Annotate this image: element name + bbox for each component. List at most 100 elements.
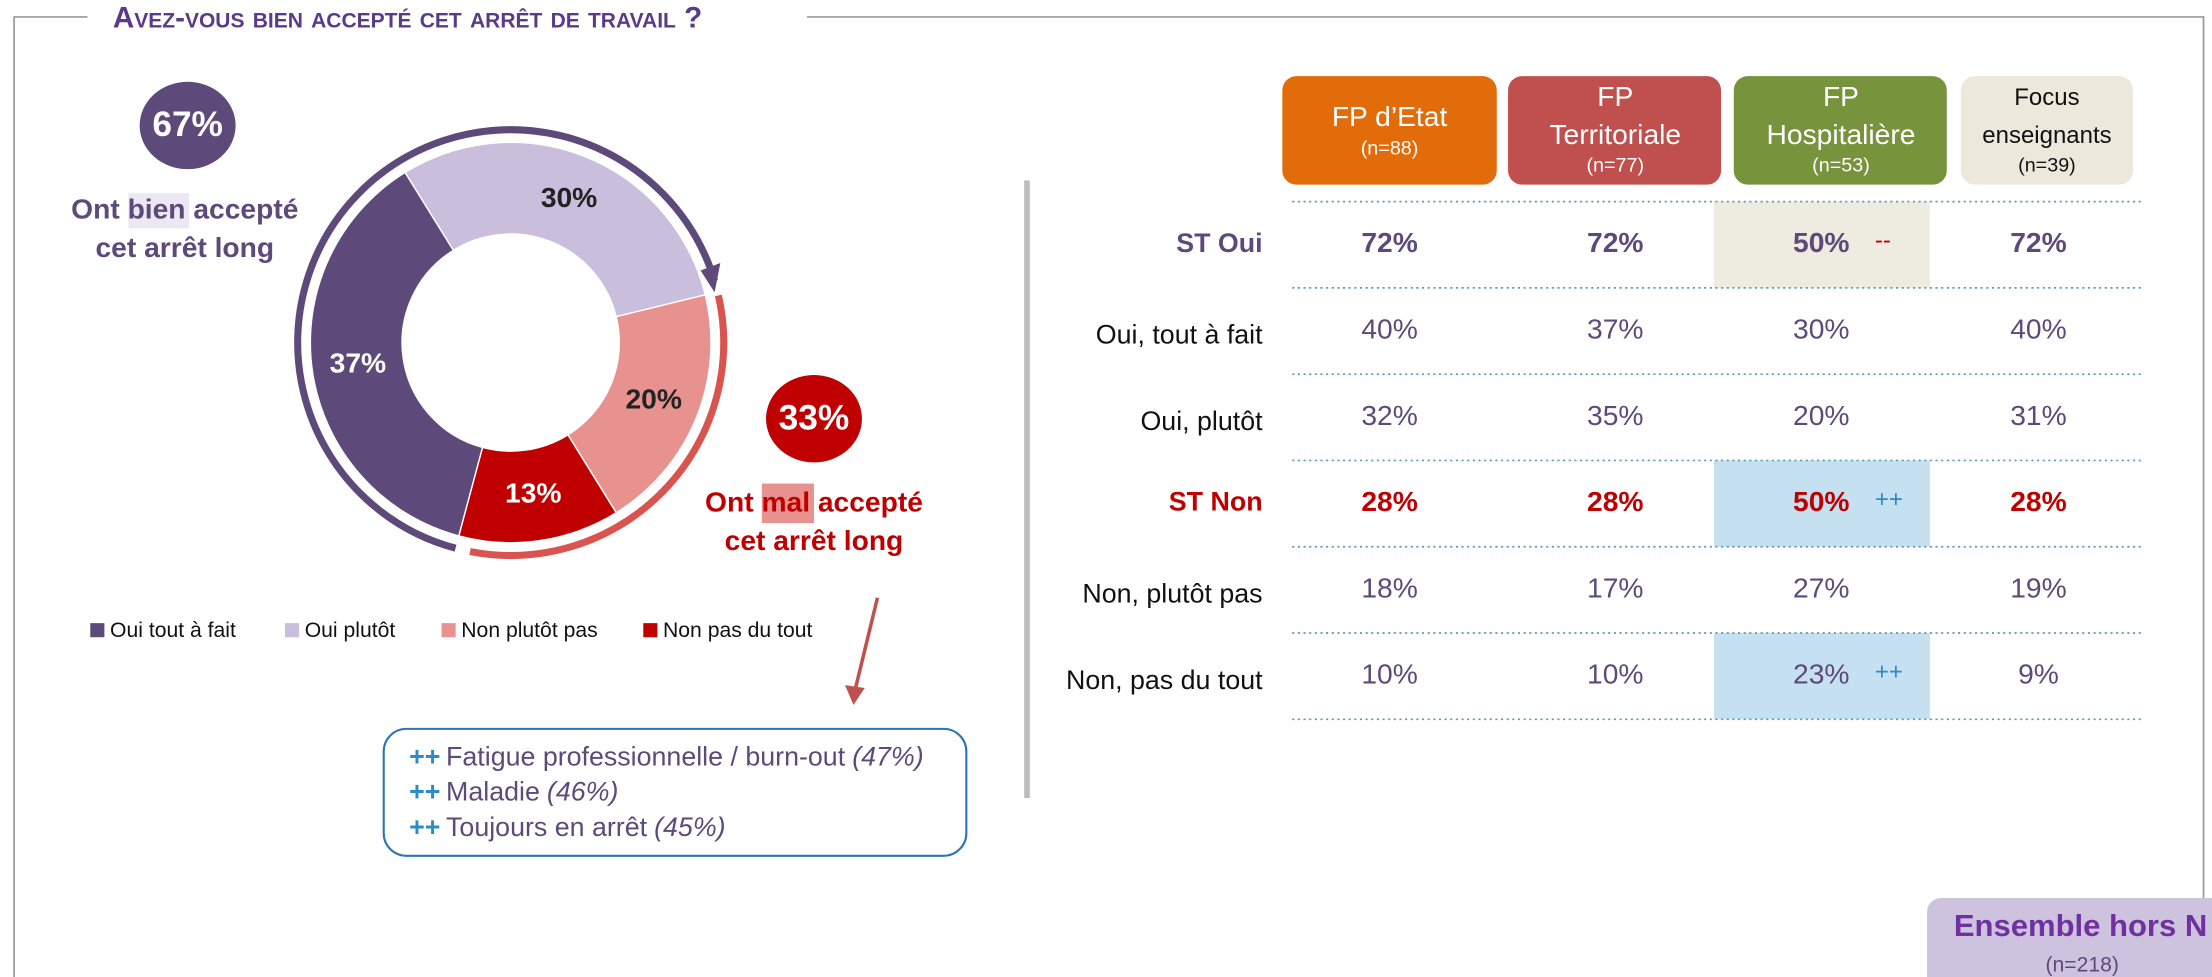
column-n: (n=77) — [1586, 155, 1644, 177]
cell: 50% — [1793, 226, 1849, 258]
cell: 72% — [1587, 226, 1643, 258]
arrow-head — [845, 685, 865, 705]
row-label: Oui, tout à fait — [1096, 320, 1263, 350]
cell: 9% — [2018, 658, 2059, 690]
cell: 27% — [1793, 571, 1849, 603]
legend-label: Non pas du tout — [663, 619, 812, 642]
highlight-cell — [1714, 460, 1930, 547]
column-name: enseignants — [1982, 122, 2111, 149]
cell: 18% — [1361, 571, 1417, 603]
cell: 32% — [1361, 399, 1417, 431]
cell: 17% — [1587, 571, 1643, 603]
callout-text: Toujours en arrêt — [446, 812, 648, 842]
column-name: Territoriale — [1549, 118, 1681, 150]
summary-part: bien — [128, 193, 186, 225]
donut-slice — [457, 433, 618, 544]
callout-marker: ++ — [409, 812, 440, 842]
column-header — [1508, 76, 1722, 185]
highlight-cell — [1714, 633, 1930, 720]
callout-box — [382, 727, 968, 857]
callout-marker: ++ — [409, 742, 440, 772]
callout-line: ++ Fatigue professionnelle / burn-out (47%… — [409, 742, 924, 772]
callout-share: (47%) — [852, 742, 923, 772]
positive-arc — [294, 126, 718, 552]
highlight-cell — [1714, 201, 1930, 288]
cell-marker: ++ — [1875, 659, 1903, 686]
footer-title: Ensemble hors N — [1954, 908, 2207, 943]
cell: 20% — [1793, 399, 1849, 431]
summary-part: accepté — [186, 193, 299, 225]
column-n: (n=39) — [2018, 155, 2076, 177]
column-name: FP — [1823, 80, 1859, 112]
arrow — [853, 597, 880, 692]
footer-n: (n=218) — [2045, 953, 2118, 976]
cell: 23% — [1793, 658, 1849, 690]
legend-label: Oui plutôt — [305, 619, 396, 642]
cell: 40% — [1361, 312, 1417, 344]
callout-line: ++ Maladie (46%) — [409, 777, 618, 807]
summary-part: accepté — [810, 486, 923, 518]
cell: 10% — [1587, 658, 1643, 690]
badge — [766, 375, 862, 463]
cell: 28% — [2010, 485, 2066, 517]
column-header — [1733, 76, 1947, 185]
summary-text: cet arrêt long — [725, 524, 904, 556]
summary-part: Ont — [705, 486, 761, 518]
row-label: ST Non — [1169, 487, 1263, 517]
donut-slice — [404, 141, 707, 318]
badge — [139, 81, 236, 170]
cell: 30% — [1793, 312, 1849, 344]
callout-marker: ++ — [409, 777, 440, 807]
column-name: FP d’Etat — [1332, 100, 1448, 132]
summary-text: Ont mal accepté — [705, 486, 923, 518]
column-n: (n=88) — [1361, 138, 1419, 160]
cell: 19% — [2010, 571, 2066, 603]
column-name: Hospitalière — [1767, 118, 1916, 150]
cell: 31% — [2010, 399, 2066, 431]
column-name: Focus — [2014, 84, 2079, 111]
cell-marker: ++ — [1875, 486, 1903, 513]
callout-share: (46%) — [547, 777, 618, 807]
frame — [13, 16, 2205, 977]
column-header — [1282, 76, 1497, 185]
column-n: (n=53) — [1812, 155, 1870, 177]
callout-text: Maladie — [446, 777, 540, 807]
slice-label: 13% — [505, 477, 561, 509]
column-header — [1960, 76, 2133, 185]
summary-part: Ont — [71, 193, 127, 225]
cell: 40% — [2010, 312, 2066, 344]
badge-label: 33% — [779, 398, 850, 437]
legend-swatch — [643, 623, 658, 638]
highlight-bg — [761, 483, 814, 524]
row-label: ST Oui — [1176, 228, 1262, 258]
slice-label: 20% — [625, 382, 681, 414]
donut-slice — [566, 293, 712, 514]
cell: 37% — [1587, 312, 1643, 344]
callout-share: (45%) — [654, 812, 725, 842]
legend-swatch — [90, 623, 105, 638]
cell: 72% — [1361, 226, 1417, 258]
column-name: FP — [1597, 80, 1633, 112]
callout-text: Fatigue professionnelle / burn-out — [446, 742, 846, 772]
arrow-head — [700, 262, 721, 293]
summary-text: cet arrêt long — [95, 231, 274, 263]
row-label: Non, plutôt pas — [1082, 579, 1262, 609]
summary-text: Ont bien accepté — [71, 193, 298, 225]
legend-label: Non plutôt pas — [461, 619, 597, 642]
badge-label: 67% — [152, 105, 223, 144]
slice-label: 30% — [541, 181, 597, 213]
footer-box — [1927, 898, 2212, 977]
highlight-bg — [128, 193, 190, 229]
cell: 35% — [1587, 399, 1643, 431]
callout-line: ++ Toujours en arrêt (45%) — [409, 812, 725, 842]
donut-slice — [309, 171, 484, 537]
cell: 28% — [1587, 485, 1643, 517]
summary-part: mal — [761, 486, 810, 518]
legend-label: Oui tout à fait — [110, 619, 236, 642]
row-label: Non, pas du tout — [1066, 665, 1263, 695]
cell: 28% — [1361, 485, 1417, 517]
cell-marker: -- — [1875, 227, 1891, 254]
